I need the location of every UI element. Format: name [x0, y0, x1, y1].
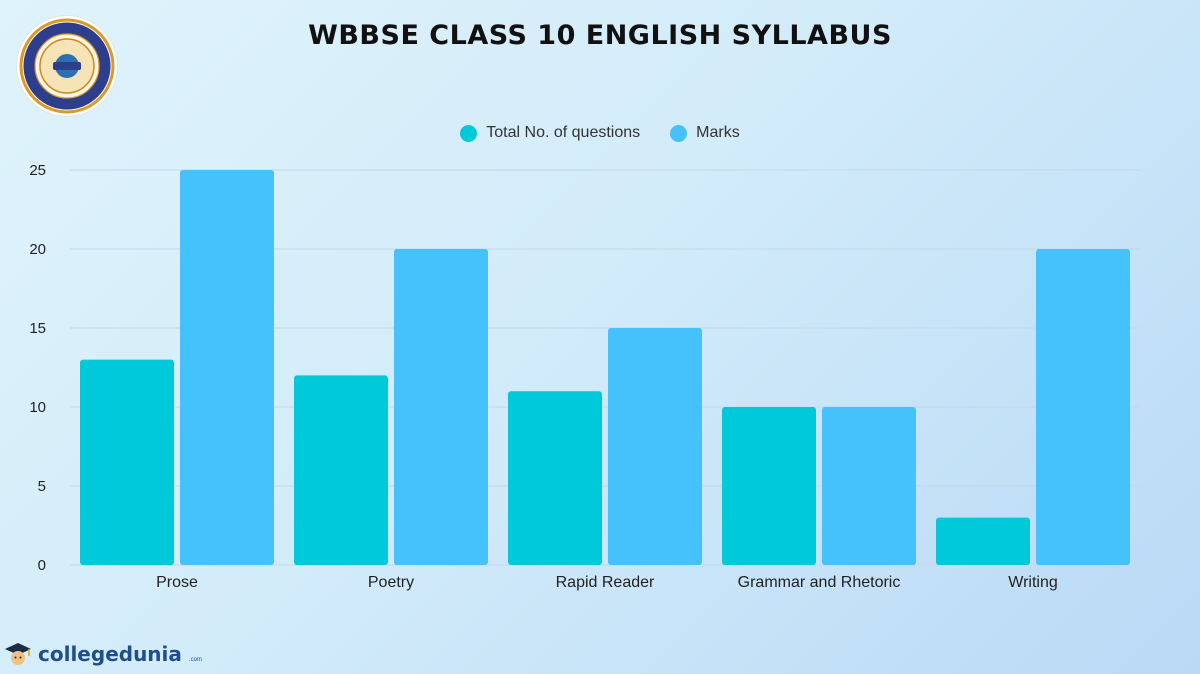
legend-swatch-questions: [460, 124, 478, 142]
legend-item-marks: Marks: [670, 124, 740, 142]
bar-questions: [722, 407, 816, 565]
chart-legend: Total No. of questions Marks: [0, 124, 1200, 142]
bar-questions: [294, 375, 388, 565]
west-bengal-board-seal-icon: [19, 18, 115, 114]
bar-questions: [80, 359, 174, 565]
x-tick-label: Poetry: [368, 574, 414, 591]
bar-marks: [608, 328, 702, 565]
x-tick-label: Rapid Reader: [556, 574, 655, 591]
brand-suffix: .com: [188, 657, 202, 663]
bar-marks: [1036, 249, 1130, 565]
x-tick-label: Prose: [156, 574, 198, 591]
y-tick-label: 0: [38, 557, 46, 574]
y-tick-label: 5: [38, 478, 46, 495]
x-tick-label: Writing: [1008, 574, 1058, 591]
graduate-mascot-icon: [5, 643, 31, 665]
y-tick-label: 15: [29, 320, 46, 337]
bar-questions: [508, 391, 602, 565]
legend-label-questions: Total No. of questions: [486, 124, 641, 141]
bar-marks: [180, 170, 274, 565]
y-tick-label: 25: [29, 162, 46, 179]
bar-marks: [394, 249, 488, 565]
y-tick-label: 20: [29, 241, 46, 258]
legend-label-marks: Marks: [696, 124, 740, 141]
bar-chart: 0 5 10 15 20 25 Prose Poetry Rapid Reader Grammar…: [29, 162, 1140, 591]
bar-marks: [822, 407, 916, 565]
brand-name: collegedunia: [38, 642, 182, 666]
legend-swatch-marks: [670, 124, 688, 142]
chart-title: WBBSE CLASS 10 ENGLISH SYLLABUS: [308, 20, 892, 51]
bar-questions: [936, 517, 1030, 565]
y-tick-label: 10: [29, 399, 46, 416]
brand-footer: collegedunia .com: [4, 640, 202, 668]
legend-item-questions: Total No. of questions: [460, 124, 640, 142]
x-tick-label: Grammar and Rhetoric: [738, 574, 901, 591]
board-seal-logo: [17, 16, 117, 116]
